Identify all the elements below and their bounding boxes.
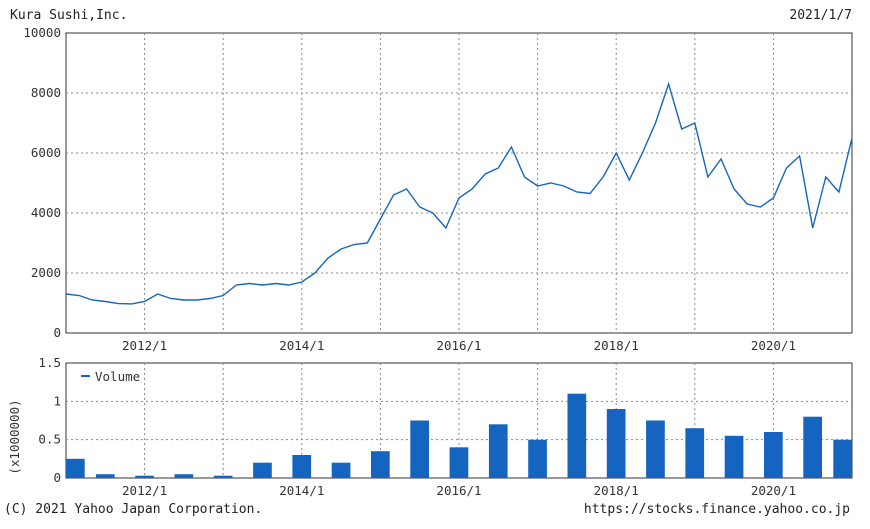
volume-bar [646,420,665,478]
copyright-text: (C) 2021 Yahoo Japan Corporation. [4,502,263,517]
volume-y-ticks: 0 0.5 1 1.5 [38,355,61,485]
volume-x-tick-label: 2016/1 [436,483,481,498]
volume-bar [724,435,744,478]
volume-bar [449,447,469,478]
volume-x-tick-label: 2020/1 [751,483,796,498]
volume-x-tick-label: 2012/1 [122,483,167,498]
price-x-ticks: 2012/1 2014/1 2016/1 2018/1 2020/1 [122,338,796,353]
volume-legend: Volume [81,369,140,384]
chart-date: 2021/1/7 [789,8,852,23]
volume-bar [371,451,390,478]
volume-bar [764,432,783,478]
price-y-tick-label: 8000 [31,85,61,100]
price-y-ticks: 0 2000 4000 6000 8000 10000 [23,25,61,340]
volume-bar [606,409,626,478]
volume-y-tick-label: 0.5 [38,432,61,447]
price-grid [66,33,852,333]
volume-bar [135,475,154,478]
volume-panel: 00.511.5 2012/1 2014/1 2016/1 2018/1 2020/1 … [7,355,853,498]
volume-x-tick-label: 2014/1 [279,483,324,498]
volume-bar [410,420,429,478]
volume-bar [685,428,705,478]
price-line [65,81,853,305]
volume-bar [253,462,272,478]
price-x-tick-label: 2018/1 [594,338,639,353]
price-y-tick-label: 4000 [31,205,61,220]
price-y-tick-label: 10000 [23,25,61,40]
volume-bar [95,474,115,478]
volume-bars [66,393,852,478]
price-x-tick-label: 2014/1 [279,338,324,353]
volume-bar [488,424,508,478]
volume-x-tick-label: 2018/1 [594,483,639,498]
price-y-tick-label: 6000 [31,145,61,160]
volume-bar [833,439,852,478]
volume-y-tick-label: 0 [53,470,61,485]
volume-bar [292,455,312,478]
source-url: https://stocks.finance.yahoo.co.jp [583,502,850,517]
price-y-tick-label: 2000 [31,265,61,280]
price-x-tick-label: 2016/1 [436,338,481,353]
volume-y-tick-label: 1 [53,393,61,408]
volume-x-ticks: 2012/1 2014/1 2016/1 2018/1 2020/1 [122,483,796,498]
volume-bar [567,393,587,478]
volume-bar [174,474,194,478]
price-x-tick-label: 2020/1 [751,338,796,353]
volume-axis-label: (x1000000) [7,399,22,474]
company-name: Kura Sushi,Inc. [10,8,128,23]
price-x-tick-label: 2012/1 [122,338,167,353]
volume-bar [528,439,547,478]
volume-bar [66,458,85,478]
legend-volume-label: Volume [95,369,140,384]
price-y-tick-label: 0 [53,325,61,340]
volume-bar [331,462,351,478]
volume-bar [213,475,233,478]
volume-y-tick-label: 1.5 [38,355,61,370]
price-panel: 0 2000 4000 6000 8000 10000 2012/1 2014/1 2016/… [23,25,853,353]
volume-bar [803,416,822,478]
